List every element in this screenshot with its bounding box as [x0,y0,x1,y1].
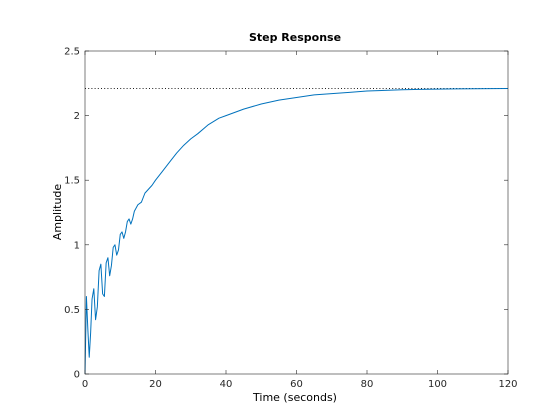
x-tick-label: 120 [498,379,517,390]
x-tick-label: 0 [82,379,88,390]
axes-box [84,50,509,375]
x-axis-label: Time (seconds) [252,391,337,404]
y-tick-label: 1.5 [64,176,80,187]
x-axis-ticks: 0 20 40 60 80 100 120 [82,51,518,390]
y-axis-label: Amplitude [51,184,64,241]
x-tick-label: 20 [149,379,162,390]
y-tick-label: 1 [74,240,80,251]
x-tick-label: 100 [428,379,447,390]
y-tick-label: 2.5 [64,47,80,58]
chart-title: Step Response [249,31,341,44]
x-tick-label: 80 [361,379,374,390]
y-tick-label: 2 [74,111,80,122]
y-axis-ticks: 0 0.5 1 1.5 2 2.5 [64,47,508,381]
step-response-series [84,87,509,375]
y-tick-label: 0.5 [64,305,80,316]
plot-area [84,87,509,375]
x-tick-label: 40 [220,379,233,390]
x-tick-label: 60 [290,379,303,390]
y-tick-label: 0 [74,370,80,381]
